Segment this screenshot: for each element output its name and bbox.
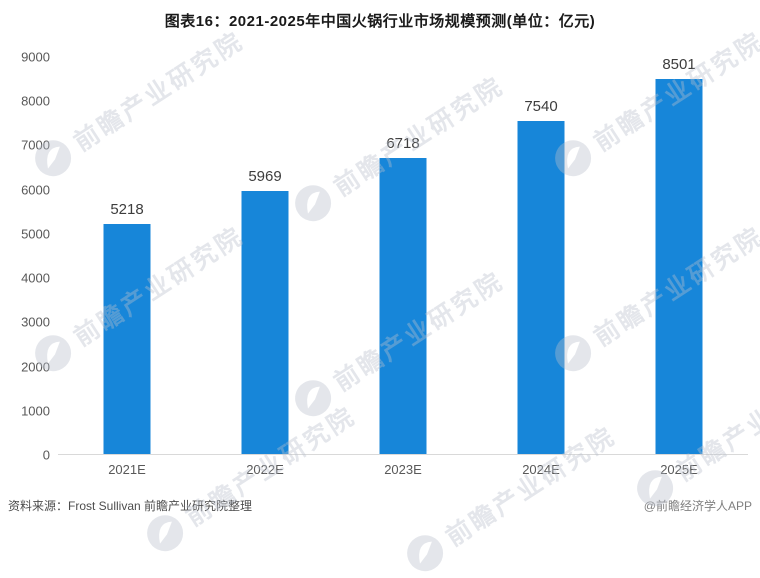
bar — [103, 223, 151, 454]
bar-value-label: 6718 — [386, 134, 420, 152]
x-tick-label: 2021E — [108, 462, 146, 477]
bar — [655, 79, 703, 454]
bar-value-label: 5218 — [110, 200, 144, 218]
y-tick-label: 9000 — [21, 49, 50, 65]
bar — [517, 121, 565, 454]
bar-value-label: 7540 — [524, 98, 558, 116]
y-tick-label: 5000 — [21, 226, 50, 242]
bar-slot: 5969 — [196, 57, 334, 454]
bar — [379, 157, 427, 454]
x-axis: 2021E 2022E 2023E 2024E 2025E — [58, 462, 748, 477]
source-note: 资料来源：Frost Sullivan 前瞻产业研究院整理 — [8, 499, 253, 513]
x-tick-label: 2023E — [384, 462, 422, 477]
chart-title: 图表16：2021-2025年中国火锅行业市场规模预测(单位：亿元) — [164, 13, 596, 30]
chart-canvas: 图表16：2021-2025年中国火锅行业市场规模预测(单位：亿元) 0 1000… — [8, 13, 760, 572]
plot-area: 5218 5969 6718 7540 8501 — [58, 56, 748, 455]
bar-slot: 7540 — [472, 57, 610, 454]
y-tick-label: 4000 — [21, 270, 50, 286]
bar-value-label: 5969 — [248, 167, 282, 185]
y-tick-label: 3000 — [21, 314, 50, 330]
y-tick-label: 6000 — [21, 182, 50, 198]
y-tick-label: 1000 — [21, 403, 50, 419]
bar-slot: 6718 — [334, 57, 472, 454]
y-tick-label: 8000 — [21, 93, 50, 109]
y-tick-label: 2000 — [21, 359, 50, 375]
y-axis: 0 1000 2000 3000 4000 5000 6000 7000 8000 9000 — [8, 50, 50, 463]
y-tick-label: 7000 — [21, 137, 50, 153]
bar-slot: 5218 — [58, 57, 196, 454]
x-tick-label: 2025E — [660, 462, 698, 477]
qianzhan-logo-icon — [147, 515, 184, 552]
y-tick-label: 0 — [42, 447, 50, 463]
bar-value-label: 8501 — [662, 56, 696, 74]
brand-note: @前瞻经济学人APP — [643, 499, 752, 513]
bar-slot: 8501 — [610, 56, 748, 454]
x-tick-label: 2024E — [522, 462, 560, 477]
x-tick-label: 2022E — [246, 462, 284, 477]
bar — [241, 190, 289, 454]
qianzhan-logo-icon — [407, 535, 444, 572]
